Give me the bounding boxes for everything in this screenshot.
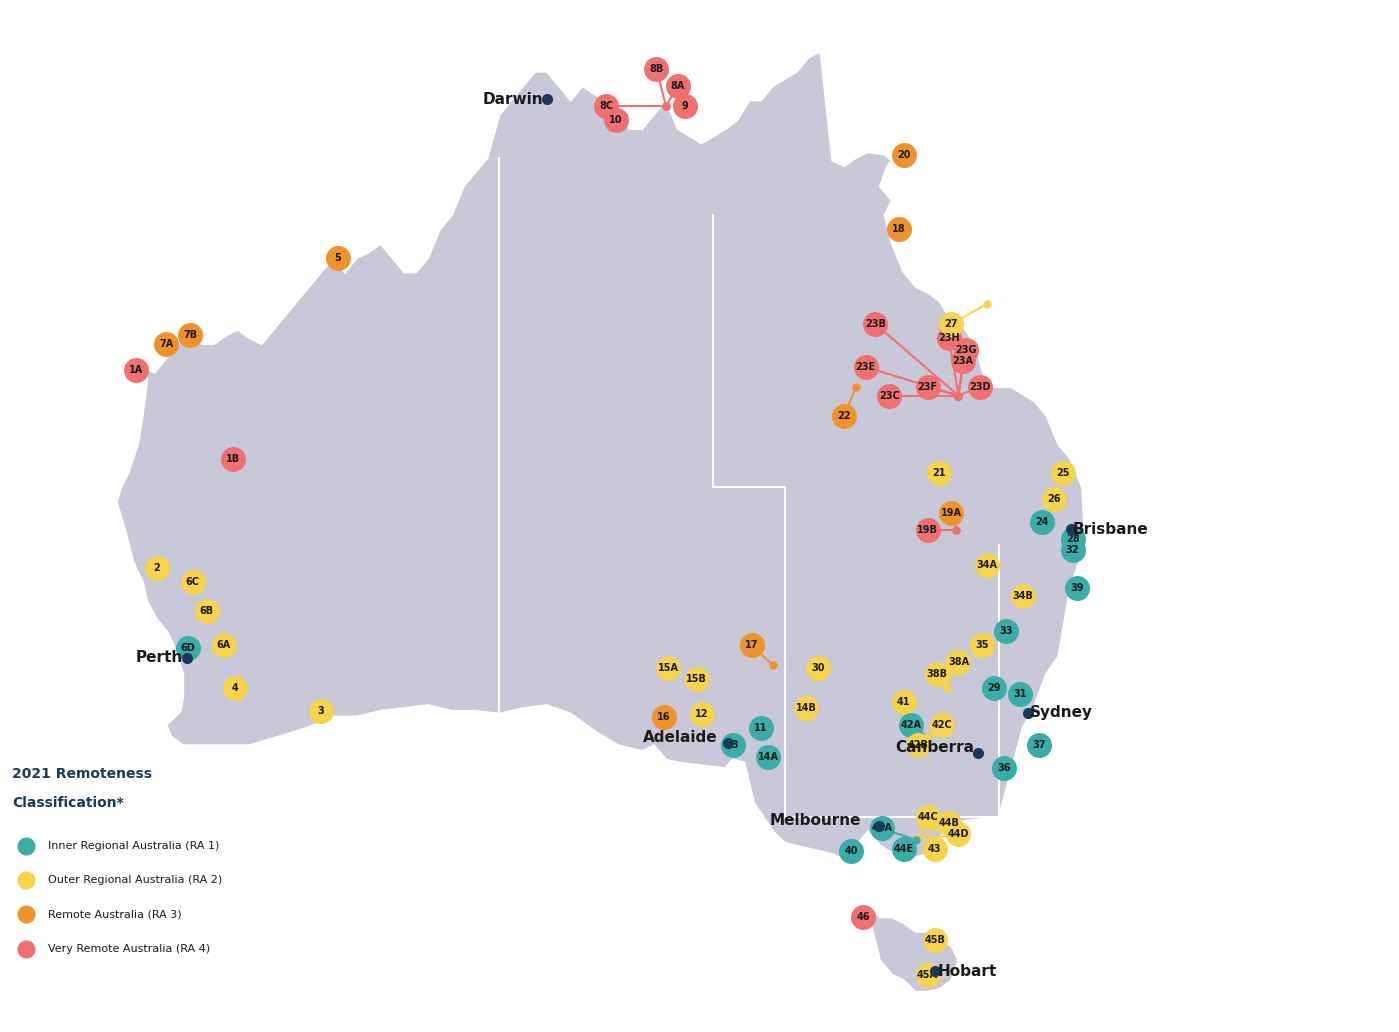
Polygon shape [867, 903, 958, 992]
Text: Canberra: Canberra [895, 740, 975, 755]
Text: Melbourne: Melbourne [769, 812, 862, 828]
Text: Adelaide: Adelaide [642, 730, 718, 745]
Text: 44A: 44A [872, 824, 893, 834]
Text: 27: 27 [944, 319, 958, 329]
Text: 37: 37 [1032, 740, 1046, 750]
Text: 2: 2 [154, 562, 161, 573]
Text: Darwin: Darwin [483, 92, 543, 106]
Text: 44E: 44E [894, 843, 914, 853]
Text: 3: 3 [318, 706, 325, 716]
Text: 33: 33 [999, 625, 1013, 636]
Text: 23D: 23D [970, 382, 990, 392]
Text: 20: 20 [897, 150, 911, 160]
Text: 9: 9 [681, 101, 688, 111]
Text: 23C: 23C [879, 390, 900, 400]
Text: 23H: 23H [939, 333, 960, 344]
Text: 14A: 14A [758, 751, 779, 762]
Text: 25: 25 [1056, 467, 1070, 478]
Text: 23A: 23A [953, 356, 974, 366]
Text: 7B: 7B [183, 330, 197, 341]
Text: 34B: 34B [1013, 591, 1032, 602]
Text: 45B: 45B [925, 935, 946, 945]
Text: 32: 32 [1066, 545, 1080, 555]
Text: Hobart: Hobart [937, 964, 996, 978]
Text: 44C: 44C [918, 812, 937, 823]
Text: 8A: 8A [670, 80, 686, 91]
Text: 6A: 6A [217, 640, 231, 650]
Text: 30: 30 [811, 663, 825, 673]
Text: 17: 17 [744, 640, 758, 650]
Text: 44B: 44B [939, 817, 960, 828]
Text: 40: 40 [845, 846, 858, 857]
Text: 6B: 6B [200, 606, 214, 616]
Text: 23B: 23B [865, 319, 886, 329]
Text: 38A: 38A [949, 657, 970, 668]
Text: 15B: 15B [687, 674, 708, 684]
Text: 14B: 14B [796, 703, 817, 713]
Text: 44D: 44D [947, 829, 970, 839]
Text: 31: 31 [1013, 688, 1027, 699]
Text: Very Remote Australia (RA 4): Very Remote Australia (RA 4) [48, 944, 210, 954]
Text: 6D: 6D [180, 643, 196, 653]
Text: 34A: 34A [977, 559, 997, 570]
Text: 29: 29 [988, 683, 1000, 694]
Text: Remote Australia (RA 3): Remote Australia (RA 3) [48, 909, 182, 920]
Text: 8B: 8B [649, 64, 663, 74]
Text: Perth: Perth [136, 650, 183, 666]
Text: 42A: 42A [901, 720, 922, 731]
Text: Outer Regional Australia (RA 2): Outer Regional Australia (RA 2) [48, 875, 222, 885]
Text: 23F: 23F [918, 382, 937, 392]
Text: 38B: 38B [926, 669, 947, 679]
Text: 28: 28 [1066, 534, 1080, 544]
Polygon shape [116, 52, 1084, 860]
Text: 8C: 8C [599, 101, 614, 111]
Text: Brisbane: Brisbane [1073, 522, 1149, 537]
Text: 23G: 23G [956, 345, 977, 355]
Text: 4: 4 [232, 683, 239, 694]
Text: 13: 13 [726, 740, 739, 750]
Text: 43: 43 [928, 843, 942, 853]
Text: 19B: 19B [918, 525, 937, 536]
Text: 11: 11 [754, 723, 768, 733]
Text: 10: 10 [609, 116, 623, 126]
Text: 1B: 1B [227, 454, 241, 463]
Text: 7A: 7A [159, 338, 173, 349]
Text: 1A: 1A [129, 364, 143, 375]
Text: 21: 21 [933, 467, 946, 478]
Text: Inner Regional Australia (RA 1): Inner Regional Australia (RA 1) [48, 841, 218, 850]
Text: 2021 Remoteness: 2021 Remoteness [11, 767, 152, 781]
Text: 35: 35 [975, 640, 989, 650]
Text: Sydney: Sydney [1030, 706, 1093, 720]
Text: 24: 24 [1035, 517, 1048, 526]
Text: 22: 22 [838, 411, 851, 421]
Text: Classification*: Classification* [11, 796, 123, 810]
Text: 41: 41 [897, 698, 911, 707]
Text: 15A: 15A [658, 663, 679, 673]
Text: 19A: 19A [940, 508, 963, 518]
Text: 16: 16 [656, 712, 670, 721]
Text: 39: 39 [1070, 583, 1084, 592]
Text: 46: 46 [856, 912, 870, 923]
Text: 42C: 42C [932, 720, 953, 731]
Text: 26: 26 [1046, 493, 1060, 504]
Text: 45A: 45A [916, 970, 939, 979]
Text: 42B: 42B [908, 740, 929, 750]
Text: 36: 36 [997, 764, 1010, 773]
Text: 6C: 6C [186, 577, 200, 587]
Text: 23E: 23E [856, 362, 876, 372]
Text: 5: 5 [334, 253, 341, 263]
Text: 12: 12 [695, 709, 708, 719]
Text: 18: 18 [893, 224, 905, 234]
